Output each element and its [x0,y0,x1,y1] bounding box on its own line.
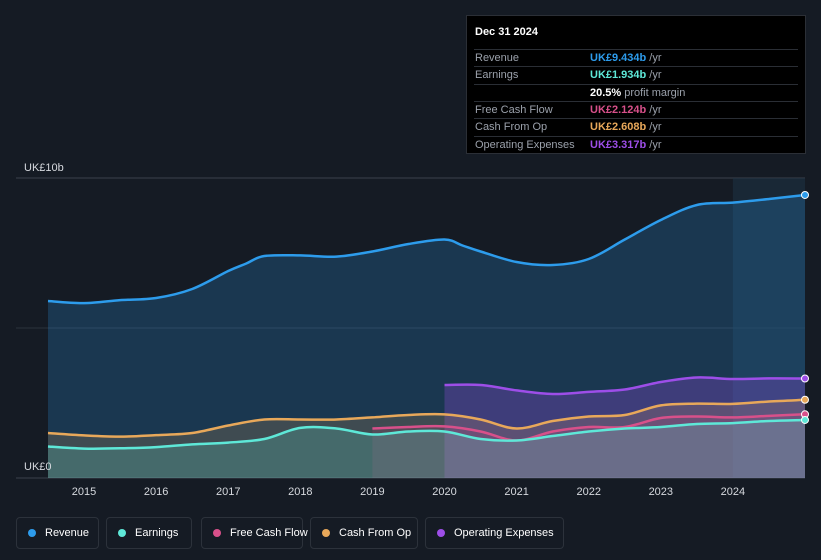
legend-item-revenue[interactable]: Revenue [16,517,99,549]
line-earnings [47,418,806,450]
tooltip-row-earnings: Earnings UK£1.934b/yr [474,66,798,83]
tooltip-label: Free Cash Flow [475,103,553,116]
series-end-dots [801,190,809,424]
tooltip-row-free-cash-flow: Free Cash Flow UK£2.124b/yr [474,100,798,118]
tooltip-value: UK£1.934b/yr [590,69,662,82]
legend-label: Cash From Op [339,527,412,539]
highlight-region [732,178,805,478]
legend-dot-icon [28,529,36,537]
tooltip-value: UK£3.317b/yr [590,138,662,151]
line-free_cash_flow [372,413,806,442]
tooltip: Dec 31 2024 Revenue UK£9.434b/yr Earnings U… [466,15,806,154]
tooltip-date: Dec 31 2024 [475,26,538,38]
highlight-band [732,178,805,478]
tooltip-unit: /yr [649,121,662,134]
axis-labels: UK£10b UK£0 2015 2016 2017 2018 2019 2020 2021 20… [24,162,745,498]
tooltip-label: Operating Expenses [475,138,575,151]
x-tick-2024: 2024 [721,486,745,498]
legend-label: Operating Expenses [454,527,554,539]
series-lines [47,193,806,450]
tooltip-value: UK£9.434b/yr [590,52,662,64]
tooltip-value: 20.5% profit margin [590,86,686,99]
area-cash_from_op [48,399,805,478]
legend-dot-icon [437,529,445,537]
legend-item-cash-from-op[interactable]: Cash From Op [310,517,418,549]
legend-item-earnings[interactable]: Earnings [106,517,192,549]
series-areas [48,195,805,478]
area-free_cash_flow [372,414,805,478]
x-tick-2019: 2019 [360,486,384,498]
end-dot-revenue [801,190,809,199]
legend-item-operating-expenses[interactable]: Operating Expenses [425,517,564,549]
x-tick-2020: 2020 [432,486,456,498]
area-earnings [48,420,805,478]
tooltip-label: Earnings [475,69,519,82]
tooltip-label: Revenue [475,52,520,64]
tooltip-row-operating-expenses: Operating Expenses UK£3.317b/yr [474,135,798,153]
end-dot-earnings [801,415,809,424]
legend-dot-icon [213,529,221,537]
tooltip-row-cash-from-op: Cash From Op UK£2.608b/yr [474,118,798,135]
tooltip-value: UK£2.608b/yr [590,121,662,134]
y-label-bottom: UK£0 [24,461,52,473]
legend-item-free-cash-flow[interactable]: Free Cash Flow [201,517,308,549]
x-tick-2015: 2015 [72,486,96,498]
line-revenue [47,193,806,305]
tooltip-unit: /yr [649,138,662,151]
line-operating_expenses [444,376,806,396]
chart-area: UK£10b UK£0 2015 2016 2017 2018 2019 2020 2021 20… [16,162,809,498]
gridlines [16,177,805,479]
x-tick-2023: 2023 [649,486,673,498]
tooltip-unit: /yr [649,52,662,64]
legend-dot-icon [118,529,126,537]
x-tick-2022: 2022 [576,486,600,498]
tooltip-row-revenue: Revenue UK£9.434b/yr [474,49,798,66]
legend-dot-icon [322,529,330,537]
x-tick-2021: 2021 [504,486,528,498]
tooltip-row-profit-margin: 20.5% profit margin [474,83,798,101]
legend-label: Revenue [45,527,90,539]
area-revenue [48,195,805,478]
tooltip-label: Cash From Op [475,121,548,134]
tooltip-unit: /yr [649,69,662,82]
y-label-top: UK£10b [24,162,64,174]
legend-label: Earnings [135,527,179,539]
tooltip-unit: profit margin [624,86,686,99]
tooltip-unit: /yr [649,103,662,116]
x-tick-2018: 2018 [288,486,312,498]
x-tick-2017: 2017 [216,486,240,498]
line-cash_from_op [47,398,806,438]
tooltip-value: UK£2.124b/yr [590,103,662,116]
legend-label: Free Cash Flow [230,527,308,539]
x-tick-2016: 2016 [144,486,168,498]
end-dot-cash_from_op [801,395,809,404]
end-dot-operating_expenses [801,374,809,383]
